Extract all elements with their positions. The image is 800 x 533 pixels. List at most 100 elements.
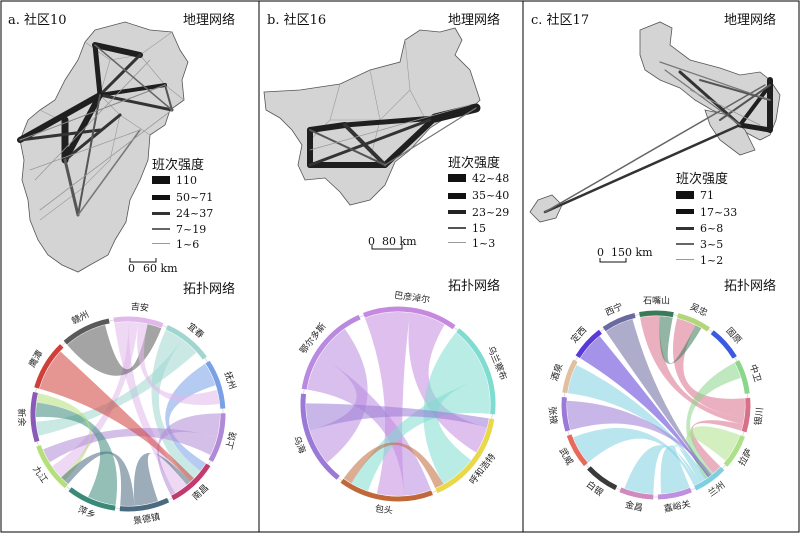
chord-a-arc-1: [165, 325, 207, 360]
chord-a-label-5: 景德镇: [132, 511, 161, 528]
legend-c-item-2: 6~8: [700, 222, 723, 235]
legend-b: 42~48 35~40 23~29 15 1~3: [448, 172, 509, 250]
legend-a-item-4: 1~6: [176, 238, 199, 251]
legend-c-title: 班次强度: [676, 171, 728, 187]
geo-network-c: [543, 61, 773, 214]
chord-a-label-6: 萍乡: [76, 504, 97, 521]
scale-a: 0 60 km: [128, 258, 178, 275]
chord-b-arcs: [300, 306, 496, 502]
chord-b-ribbon-2: [365, 311, 411, 496]
chord-c-ribbon-6: [624, 445, 700, 494]
panel-c-border: [522, 0, 800, 533]
panel-b-title: b. 社区16: [267, 12, 326, 28]
chord-a-label-0: 吉安: [130, 300, 149, 314]
panel-b-geo-label: 地理网络: [448, 12, 500, 28]
chord-a-ribbon-6: [43, 427, 218, 463]
chord-c-label-3: 中卫: [747, 363, 764, 384]
chord-c-arc-13: [575, 329, 602, 359]
legend-b-item-0: 42~48: [472, 172, 509, 185]
panel-a-geo-label: 地理网络: [183, 12, 235, 28]
chord-c-arc-11: [561, 397, 571, 432]
chord-c-arc-7: [657, 487, 692, 500]
chord-c-arc-9: [587, 466, 618, 491]
chord-a-label-9: 鹰潭: [26, 348, 46, 370]
chord-b-arc-4: [340, 478, 433, 502]
chord-b-ribbon-1: [309, 328, 368, 463]
legend-c-item-3: 3~5: [700, 238, 723, 251]
legend-a-item-1: 50~71: [176, 191, 213, 204]
legend-b-item-1: 35~40: [472, 189, 509, 202]
chord-a-arc-5: [119, 497, 170, 512]
chord-c-ribbon-2: [690, 420, 743, 474]
chord-c-ribbons: [567, 316, 746, 494]
chord-c-label-14: 西宁: [603, 300, 624, 318]
chord-a-ribbon-7: [133, 452, 191, 506]
chord-c-arc-10: [566, 434, 588, 467]
scale-b: 0 80 km: [368, 235, 417, 250]
chord-a-label-2: 抚州: [222, 370, 239, 391]
chord-c-ribbon-8: [567, 364, 707, 480]
chord-b-label-1: 巴彦淖尔: [394, 289, 431, 306]
scale-b-label: 80 km: [382, 235, 417, 248]
scale-c: 0 150 km: [597, 246, 653, 263]
chord-b-ribbons: [306, 311, 490, 496]
panel-c: c. 社区17 地理网络 班次强度 71 17~33 6~8 3~: [529, 12, 781, 515]
chord-a-ribbon-10: [39, 351, 194, 482]
chord-c-label-1: 吴忠: [688, 301, 709, 318]
chord-a-arcs: [30, 316, 226, 512]
panel-b-topo-label: 拓扑网络: [448, 278, 500, 294]
chord-c-label-11: 张掖: [546, 406, 560, 425]
chord-c-arc-4: [741, 397, 751, 433]
chord-a-arc-9: [34, 344, 64, 389]
chord-c-label-7: 嘉峪关: [663, 498, 692, 515]
chord-c-label-0: 石嘴山: [643, 295, 670, 306]
chord-b-label-4: 包头: [374, 502, 393, 516]
chord-b-ribbon-4: [423, 332, 487, 485]
scale-c-zero: 0: [597, 246, 604, 259]
chord-c-arc-0: [639, 310, 674, 318]
chord-a-arc-6: [68, 487, 116, 511]
chord-b-ribbon-7: [343, 442, 444, 489]
chord-b-arc-0: [301, 314, 361, 390]
chord-c-arc-2: [710, 330, 737, 359]
chord-c-arc-14: [602, 312, 636, 332]
chord-a-ribbon-13: [61, 451, 135, 506]
chord-c-label-12: 酒泉: [548, 362, 565, 383]
chord-c-ribbon-0: [672, 318, 746, 418]
map-lhasa: [529, 194, 563, 223]
legend-b-item-3: 15: [472, 222, 486, 235]
legend-a-item-2: 24~37: [176, 207, 213, 220]
chord-c-arc-5: [723, 435, 745, 467]
chord-c-ribbon-5: [660, 444, 706, 494]
legend-b-item-2: 23~29: [472, 206, 509, 219]
chord-a-arc-7: [36, 445, 68, 489]
panel-a-topo-label: 拓扑网络: [183, 281, 235, 297]
legend-b-title: 班次强度: [448, 155, 500, 171]
chord-a-ribbons: [35, 322, 220, 506]
legend-a-item-0: 110: [176, 174, 197, 187]
scale-a-label: 60 km: [143, 262, 178, 275]
chord-a-label-8: 新余: [15, 408, 28, 426]
geo-network-b: [307, 103, 481, 168]
chord-c-label-4: 银川: [752, 407, 766, 426]
chord-c-arc-12: [562, 359, 578, 394]
chord-a-label-10: 赣州: [69, 308, 90, 327]
chord-c-arc-8: [619, 487, 654, 500]
chord-a-ribbon-12: [137, 322, 220, 405]
chord-b-arc-3: [435, 418, 495, 494]
legend-a-item-3: 7~19: [176, 223, 206, 236]
chord-c-ribbon-7: [573, 427, 697, 486]
chord-a-arc-3: [208, 413, 226, 462]
chord-c-ribbon-10: [580, 336, 710, 478]
panel-c-topo-label: 拓扑网络: [724, 278, 776, 294]
chord-a-arc-2: [205, 360, 226, 409]
panel-b: b. 社区16 地理网络 班次强度 42~48 35~40: [263, 12, 510, 517]
chord-a-ribbon-11: [67, 324, 162, 376]
panel-c-title: c. 社区17: [531, 12, 589, 28]
legend-a: 110 50~71 24~37 7~19 1~6: [152, 174, 213, 251]
chord-b-ribbon-3: [408, 312, 487, 453]
